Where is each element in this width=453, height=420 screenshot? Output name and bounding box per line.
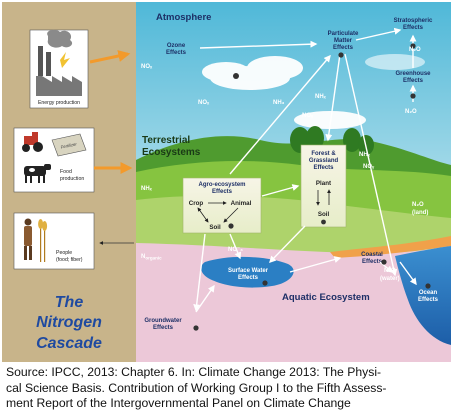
energy-production-label: Energy production — [38, 100, 80, 106]
agro-soil-label: Soil — [209, 224, 221, 231]
n2o-label-land: N₂O — [412, 202, 424, 208]
groundwater-label-line1: Groundwater — [144, 318, 182, 324]
diagram-canvas: Energy production Fertilizer Food produc… — [2, 2, 451, 362]
pm-to-forest-arrow — [325, 53, 341, 142]
forest-to-surface-arrow — [269, 225, 306, 264]
ozone-label-line1: Ozone — [167, 43, 186, 49]
surface-water — [201, 256, 294, 288]
cascade-dots — [193, 43, 431, 331]
food-label-line1: Food — [60, 169, 72, 175]
plant-label: Plant — [316, 180, 331, 187]
pm-label-line1: Particulate — [328, 31, 359, 37]
title-line3: Cascade — [36, 335, 102, 352]
agro-label-line2: Effects — [212, 189, 233, 195]
groundwater-to-surface-arrow — [195, 284, 215, 313]
ocean-label-line2: Effects — [418, 297, 439, 303]
coastal-label-line1: Coastal — [361, 252, 383, 258]
source-caption: Source: IPCC, 2013: Chapter 6. In: Clima… — [6, 365, 450, 412]
n2o-label-greenhouse: N₂O — [405, 109, 417, 115]
food-production-card: Fertilizer Food production — [13, 127, 95, 193]
nhx-label-right: NHₓ — [359, 152, 371, 158]
nh3-label: NH₃ — [273, 100, 285, 106]
people-label-line1: People — [56, 250, 72, 256]
forest-soil-label: Soil — [318, 211, 330, 218]
agro-to-forest-arrow — [261, 184, 300, 197]
species-labels: NOₓ NOₓ NH₃ NHₓ NOᵧ N₂O N₂O NHₓ NHₓ NOᵧ … — [141, 47, 428, 282]
coastal-label-line2: Effects — [362, 259, 383, 265]
smoke-icon — [47, 29, 73, 48]
ocean — [395, 246, 451, 345]
surface-water-label-line2: Effects — [238, 275, 259, 281]
nhx-label-terrestrial: NHₓ — [141, 186, 153, 192]
agro-to-pm-arrow — [229, 54, 331, 175]
clouds — [202, 54, 425, 129]
people-label-line2: (food; fiber) — [56, 257, 83, 263]
animal-label: Animal — [231, 200, 252, 207]
fertilizer-label: Fertilizer — [60, 141, 78, 149]
surface-water-label-line1: Surface Water — [228, 268, 269, 274]
stratospheric-label-line2: Effects — [403, 25, 424, 31]
noy-label-right: NOᵧ — [363, 164, 375, 170]
atmosphere-label: Atmosphere — [156, 12, 211, 23]
nhx-label-upper: NHₓ — [315, 94, 327, 100]
ozone-label-line2: Effects — [166, 50, 187, 56]
coastal-strip — [330, 236, 451, 258]
people-card: People (food; fiber) — [13, 212, 95, 270]
coastal-to-n2o-arrow — [379, 261, 394, 273]
pm-to-stratospheric-arrow — [355, 27, 402, 41]
coastal-to-ocean-arrow — [399, 261, 417, 286]
agro-label-line1: Agro-ecosystem — [198, 182, 245, 188]
energy-production-card: Energy production — [29, 29, 89, 109]
input-arrows — [89, 50, 133, 174]
terrestrial-label-line1: Terrestrial — [142, 135, 190, 146]
person-icon — [24, 218, 32, 260]
caption-line3: ment Report of the Intergovernmental Pan… — [6, 396, 351, 410]
n2o-label-water: N₂O — [384, 268, 396, 274]
crop-label: Crop — [189, 200, 204, 207]
pm-to-coastal-arrow — [344, 53, 398, 277]
n2o-water-label: (water) — [380, 276, 400, 282]
n2o-label-stratospheric: N₂O — [409, 47, 421, 53]
forest-label-line2: Grassland — [309, 158, 339, 164]
wheat-icon — [38, 219, 48, 262]
no3-label: NO⁻₃ — [228, 247, 243, 253]
forest-label-line3: Effects — [313, 165, 334, 171]
nox-label-mid: NOₓ — [198, 100, 210, 106]
forest-grassland-box: Forest & Grassland Effects Plant Soil — [300, 144, 347, 228]
agro-to-surface-arrow — [229, 233, 242, 260]
caption-line1: Source: IPCC, 2013: Chapter 6. In: Clima… — [6, 365, 382, 379]
caption-line2: cal Science Basis. Contribution of Worki… — [6, 380, 387, 395]
forest-label-line1: Forest & — [311, 151, 336, 157]
ozone-to-pm-arrow — [199, 40, 318, 49]
groundwater-label-line2: Effects — [153, 325, 174, 331]
flow-arrows — [193, 27, 417, 313]
n2o-land-label: (land) — [412, 210, 428, 216]
aquatic-label: Aquatic Ecosystem — [282, 292, 370, 303]
surface-to-coastal-arrow — [289, 256, 342, 273]
pm-label-line3: Effects — [333, 45, 354, 51]
cow-icon — [24, 164, 51, 183]
food-label-line2: production — [60, 176, 84, 182]
norganic-label: Norganic — [141, 254, 162, 261]
terrestrial-label-line2: Ecosystems — [142, 147, 201, 158]
agro-to-groundwater-arrow — [193, 233, 206, 312]
effect-labels: Ozone Effects Particulate Matter Effects… — [144, 18, 438, 331]
energy-to-atmosphere-arrow — [89, 50, 131, 64]
greenhouse-label-line1: Greenhouse — [395, 71, 431, 77]
factory-icon — [36, 76, 82, 96]
fertilizer-bag-icon: Fertilizer — [51, 133, 87, 157]
stratospheric-label-line1: Stratospheric — [394, 18, 433, 24]
noy-label-upper: NOᵧ — [302, 113, 314, 119]
title-line2: Nitrogen — [36, 314, 102, 331]
ocean-label-line1: Ocean — [419, 290, 438, 296]
agro-ecosystem-box: Agro-ecosystem Effects Crop Animal Soil — [182, 177, 262, 234]
figure-title: The Nitrogen Cascade — [36, 294, 102, 352]
nox-label-atmosphere: NOₓ — [141, 64, 153, 70]
pm-label-line2: Matter — [334, 38, 353, 44]
smokestack-icon — [38, 46, 43, 76]
title-line1: The — [55, 294, 84, 311]
greenhouse-label-line2: Effects — [403, 78, 424, 84]
tractor-icon — [22, 132, 43, 152]
